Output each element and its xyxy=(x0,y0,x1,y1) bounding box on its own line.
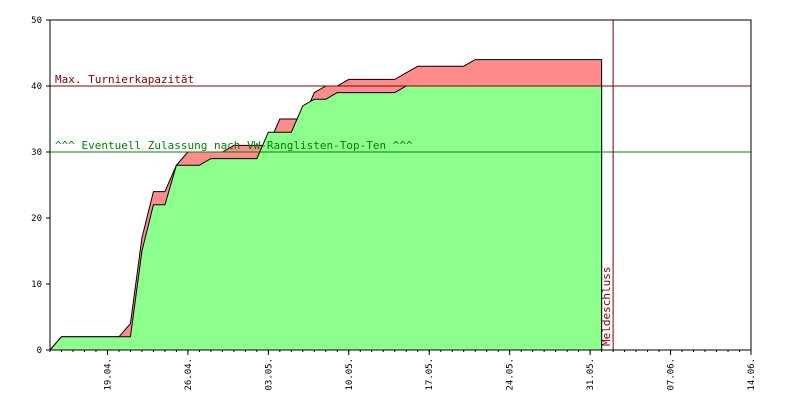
plot-frame xyxy=(49,19,752,351)
y-tick-label-0: 0 xyxy=(37,346,42,356)
x-tick-label: 07.06. xyxy=(667,358,677,391)
y-tick-label-10: 10 xyxy=(31,280,42,290)
x-tick-label: 03.05. xyxy=(264,358,274,391)
y-tick-label-40: 40 xyxy=(31,82,42,92)
x-tick-label: 24.05. xyxy=(506,358,516,391)
x-tick-label: 31.05. xyxy=(586,358,596,391)
y-tick-label-30: 30 xyxy=(31,148,42,158)
x-tick-label: 19.04. xyxy=(103,358,113,391)
reference-line-label-40: Max. Turnierkapazität xyxy=(55,73,194,86)
x-tick-label: 17.05. xyxy=(425,358,435,391)
x-tick-label: 14.06. xyxy=(747,358,757,391)
y-tick-label-20: 20 xyxy=(31,214,42,224)
y-tick-label-50: 50 xyxy=(31,16,42,26)
x-tick-label: 26.04. xyxy=(184,358,194,391)
x-tick-label: 10.05. xyxy=(345,358,355,391)
reference-line-label-30: ^^^ Eventuell Zulassung nach VW-Ranglist… xyxy=(55,139,413,152)
deadline-marker-label: Meldeschluss xyxy=(600,267,613,346)
